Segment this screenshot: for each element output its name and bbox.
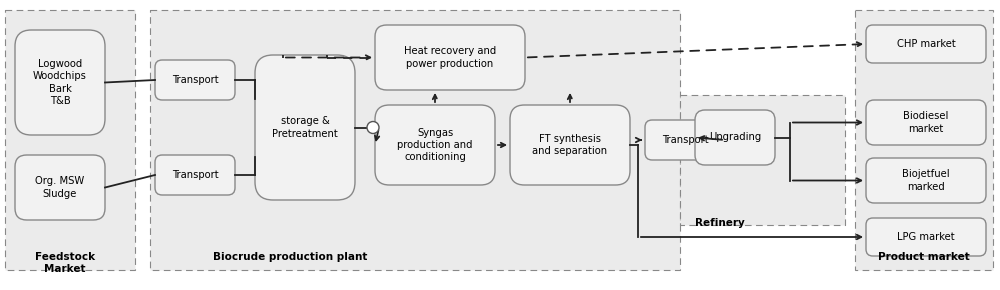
FancyBboxPatch shape bbox=[680, 95, 845, 225]
FancyBboxPatch shape bbox=[5, 10, 135, 270]
Text: storage &
Pretreatment: storage & Pretreatment bbox=[272, 116, 338, 139]
Text: Upgrading: Upgrading bbox=[709, 133, 761, 142]
Text: Biojetfuel
marked: Biojetfuel marked bbox=[902, 169, 950, 192]
FancyBboxPatch shape bbox=[375, 105, 495, 185]
Circle shape bbox=[367, 122, 379, 133]
FancyBboxPatch shape bbox=[866, 158, 986, 203]
Text: Logwood
Woodchips
Bark
T&B: Logwood Woodchips Bark T&B bbox=[33, 59, 87, 106]
Text: FT synthesis
and separation: FT synthesis and separation bbox=[532, 134, 608, 156]
FancyBboxPatch shape bbox=[695, 110, 775, 165]
FancyBboxPatch shape bbox=[15, 155, 105, 220]
FancyBboxPatch shape bbox=[866, 218, 986, 256]
FancyBboxPatch shape bbox=[150, 10, 680, 270]
Text: Transport: Transport bbox=[172, 75, 218, 85]
Text: Product market: Product market bbox=[878, 252, 970, 262]
Text: Biodiesel
market: Biodiesel market bbox=[903, 111, 949, 134]
FancyBboxPatch shape bbox=[155, 60, 235, 100]
FancyBboxPatch shape bbox=[375, 25, 525, 90]
FancyBboxPatch shape bbox=[510, 105, 630, 185]
FancyBboxPatch shape bbox=[645, 120, 725, 160]
FancyBboxPatch shape bbox=[15, 30, 105, 135]
Text: CHP market: CHP market bbox=[897, 39, 955, 49]
Text: Biocrude production plant: Biocrude production plant bbox=[213, 252, 367, 262]
FancyBboxPatch shape bbox=[866, 25, 986, 63]
Text: Transport: Transport bbox=[662, 135, 708, 145]
FancyBboxPatch shape bbox=[255, 55, 355, 200]
FancyBboxPatch shape bbox=[855, 10, 993, 270]
Text: Transport: Transport bbox=[172, 170, 218, 180]
Text: Feedstock
Market: Feedstock Market bbox=[35, 252, 95, 273]
FancyBboxPatch shape bbox=[155, 155, 235, 195]
Text: Org. MSW
Sludge: Org. MSW Sludge bbox=[35, 176, 85, 199]
Text: Refinery: Refinery bbox=[695, 218, 745, 228]
Text: Heat recovery and
power production: Heat recovery and power production bbox=[404, 46, 496, 69]
Text: Syngas
production and
conditioning: Syngas production and conditioning bbox=[397, 128, 473, 162]
Text: LPG market: LPG market bbox=[897, 232, 955, 242]
FancyBboxPatch shape bbox=[866, 100, 986, 145]
